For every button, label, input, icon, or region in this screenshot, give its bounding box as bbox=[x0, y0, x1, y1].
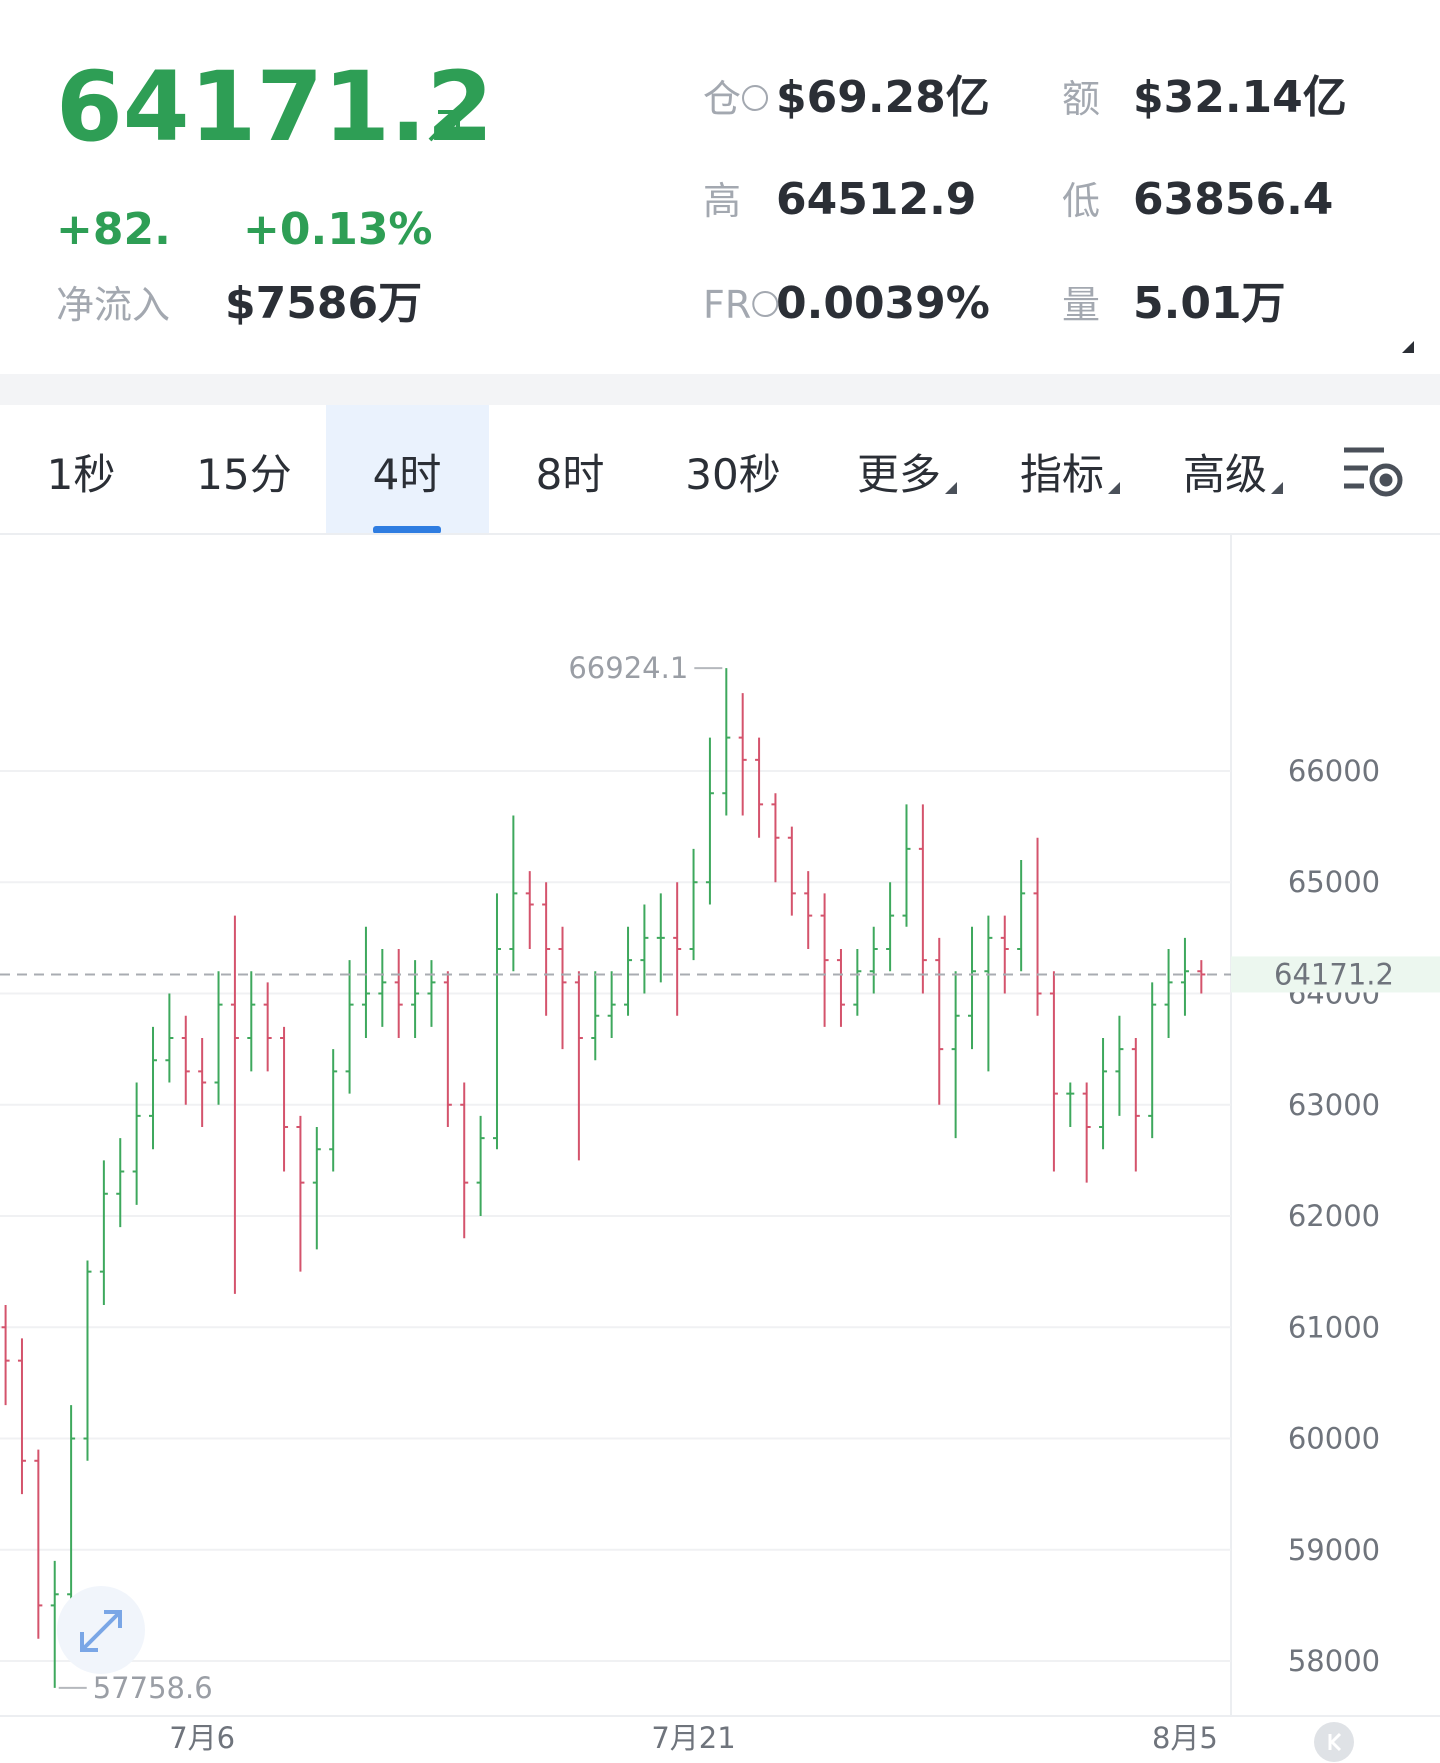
x-tick-label: 7月21 bbox=[651, 1721, 735, 1755]
change: +82. bbox=[56, 204, 171, 255]
max-label: 66924.1 bbox=[568, 651, 688, 685]
change-pct: +0.13% bbox=[243, 204, 433, 255]
y-tick-label: 61000 bbox=[1288, 1310, 1380, 1344]
divider bbox=[0, 374, 1440, 405]
tab[interactable]: 高级 bbox=[1183, 450, 1267, 499]
stat-label: 额 bbox=[1062, 77, 1100, 121]
stat-value: 0.0039% bbox=[776, 278, 990, 329]
last-price-box bbox=[1231, 956, 1440, 993]
stat-label: 高 bbox=[703, 179, 741, 223]
last-price-label: 64171.2 bbox=[1274, 957, 1394, 991]
net-inflow-label: 净流入 bbox=[56, 283, 170, 327]
stat-value: 64512.9 bbox=[776, 174, 976, 225]
stat-value: 5.01万 bbox=[1133, 278, 1286, 329]
dropdown-caret bbox=[945, 482, 957, 494]
tab[interactable]: 8时 bbox=[536, 450, 605, 499]
y-tick-label: 65000 bbox=[1288, 865, 1380, 899]
stat-label: 仓 bbox=[703, 77, 741, 121]
scroll-end-button[interactable] bbox=[1314, 1722, 1354, 1762]
stat-label: 量 bbox=[1062, 283, 1100, 327]
settings-icon[interactable] bbox=[1344, 447, 1403, 497]
tab[interactable]: 30秒 bbox=[685, 450, 780, 499]
tab[interactable]: 1秒 bbox=[47, 450, 116, 499]
min-label: 57758.6 bbox=[93, 1671, 213, 1705]
stat-label: FR bbox=[703, 283, 751, 327]
y-tick-label: 60000 bbox=[1288, 1422, 1380, 1456]
stat-label: 低 bbox=[1062, 179, 1100, 223]
net-inflow: $7586万 bbox=[225, 278, 422, 329]
stat-value: $69.28亿 bbox=[776, 72, 990, 123]
tab[interactable]: 15分 bbox=[196, 450, 291, 499]
y-tick-label: 62000 bbox=[1288, 1199, 1380, 1233]
y-tick-label: 59000 bbox=[1288, 1533, 1380, 1567]
tab[interactable]: 指标 bbox=[1020, 450, 1104, 499]
y-tick-label: 66000 bbox=[1288, 754, 1380, 788]
stat-value: $32.14亿 bbox=[1133, 72, 1347, 123]
tab[interactable]: 4时 bbox=[373, 450, 442, 499]
collapse-toggle[interactable] bbox=[1402, 341, 1414, 353]
last-price: 64171.2 bbox=[56, 51, 493, 163]
stat-value: 63856.4 bbox=[1133, 174, 1333, 225]
y-tick-label: 63000 bbox=[1288, 1088, 1380, 1122]
y-tick-label: 58000 bbox=[1288, 1644, 1380, 1678]
trend-arrow bbox=[428, 110, 460, 142]
active-tab-indicator bbox=[373, 526, 441, 534]
active-tab-bg bbox=[326, 405, 489, 534]
x-tick-label: 7月6 bbox=[169, 1721, 235, 1755]
fullscreen-button[interactable] bbox=[57, 1586, 145, 1674]
dropdown-caret bbox=[1271, 482, 1283, 494]
dropdown-caret bbox=[1108, 482, 1120, 494]
help-icon[interactable] bbox=[742, 85, 769, 111]
help-icon[interactable] bbox=[752, 291, 779, 317]
tab[interactable]: 更多 bbox=[857, 450, 941, 499]
x-tick-label: 8月5 bbox=[1152, 1721, 1218, 1755]
